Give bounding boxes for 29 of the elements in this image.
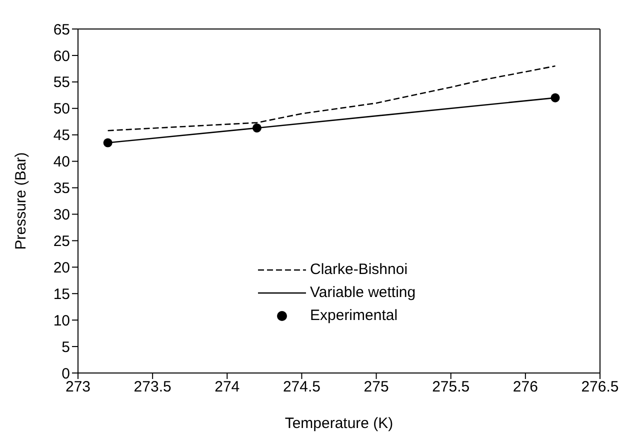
y-tick-label: 50 [53, 100, 70, 118]
y-tick-label: 35 [53, 180, 70, 198]
x-tick-label: 276.5 [581, 378, 619, 396]
y-tick-label: 40 [53, 154, 70, 171]
x-tick-label: 275.5 [432, 378, 470, 396]
y-tick-label: 15 [53, 286, 70, 303]
point [103, 138, 112, 148]
x-tick-label: 274.5 [282, 378, 320, 396]
legend-label: Clarke-Bishnoi [310, 261, 408, 278]
y-tick-label: 60 [53, 48, 70, 65]
y-tick-label: 10 [53, 312, 70, 330]
y-tick-label: 45 [53, 127, 70, 144]
point [550, 93, 560, 102]
x-tick-label: 273.5 [134, 378, 172, 396]
legend-label: Experimental [310, 307, 398, 324]
y-tick-label: 20 [53, 259, 70, 276]
legend-label: Variable wetting [310, 284, 416, 301]
y-tick-label: 55 [53, 74, 70, 92]
line-series [107, 65, 556, 132]
x-tick-label: 275 [364, 378, 389, 396]
x-tick-label: 276 [512, 378, 538, 396]
y-tick-label: 25 [53, 233, 70, 250]
y-tick-label: 5 [62, 338, 70, 356]
y-tick-label: 30 [53, 206, 70, 224]
point [252, 123, 262, 132]
x-tick-label: 274 [214, 378, 240, 396]
x-axis-title: Temperature (K) [284, 415, 394, 432]
y-axis-title: Pressure (Bar) [12, 152, 30, 250]
y-tick-label: 65 [53, 21, 70, 38]
